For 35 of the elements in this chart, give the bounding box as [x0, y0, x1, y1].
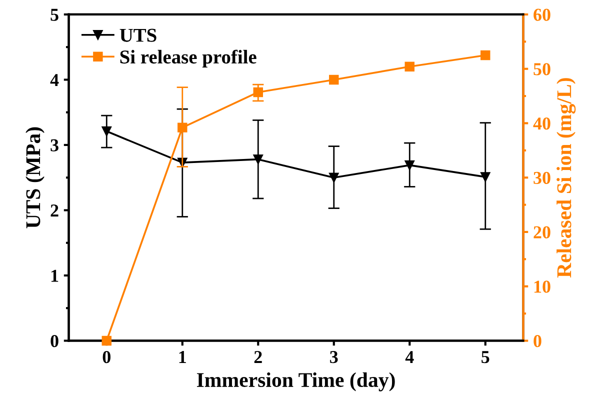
y2-tick-label: 0	[534, 334, 542, 348]
y-tick-label: 4	[50, 74, 59, 86]
x-tick-label: 0	[102, 350, 110, 364]
x-tick-label: 5	[482, 351, 490, 364]
point	[102, 336, 112, 346]
y2-tick-label: 10	[534, 280, 550, 293]
point	[102, 126, 112, 136]
x-tick-label: 2	[254, 351, 262, 363]
x-tick-label: 3	[330, 351, 338, 364]
legend-label: Si release profile	[120, 50, 256, 68]
point	[178, 122, 188, 132]
y-tick-label: 1	[51, 270, 58, 282]
point	[404, 160, 414, 170]
x-tick-label: 4	[405, 351, 414, 363]
legend-label: UTS	[120, 28, 156, 42]
y2-tick-label: 50	[534, 63, 550, 76]
y-tick-label: 5	[50, 8, 58, 21]
y2-tick-label: 40	[533, 117, 550, 130]
point	[480, 172, 490, 182]
y-tick-label: 3	[50, 139, 58, 152]
x-tick-label: 1	[179, 351, 186, 363]
y-tick-label: 0	[50, 334, 58, 348]
y2-tick-label: 20	[534, 226, 550, 238]
y2-axis-title: Released Si ion (mg/L)	[556, 78, 576, 278]
point	[329, 172, 339, 182]
point	[404, 62, 414, 72]
point	[253, 154, 263, 164]
point	[253, 87, 263, 98]
x-axis-title: Immersion Time (day)	[196, 372, 395, 392]
y-axis-title: UTS (MPa)	[26, 127, 44, 228]
point	[480, 50, 490, 60]
y-tick-label: 2	[50, 204, 58, 216]
y2-tick-label: 60	[534, 8, 550, 21]
point	[329, 74, 339, 85]
y2-tick-label: 30	[534, 172, 550, 184]
